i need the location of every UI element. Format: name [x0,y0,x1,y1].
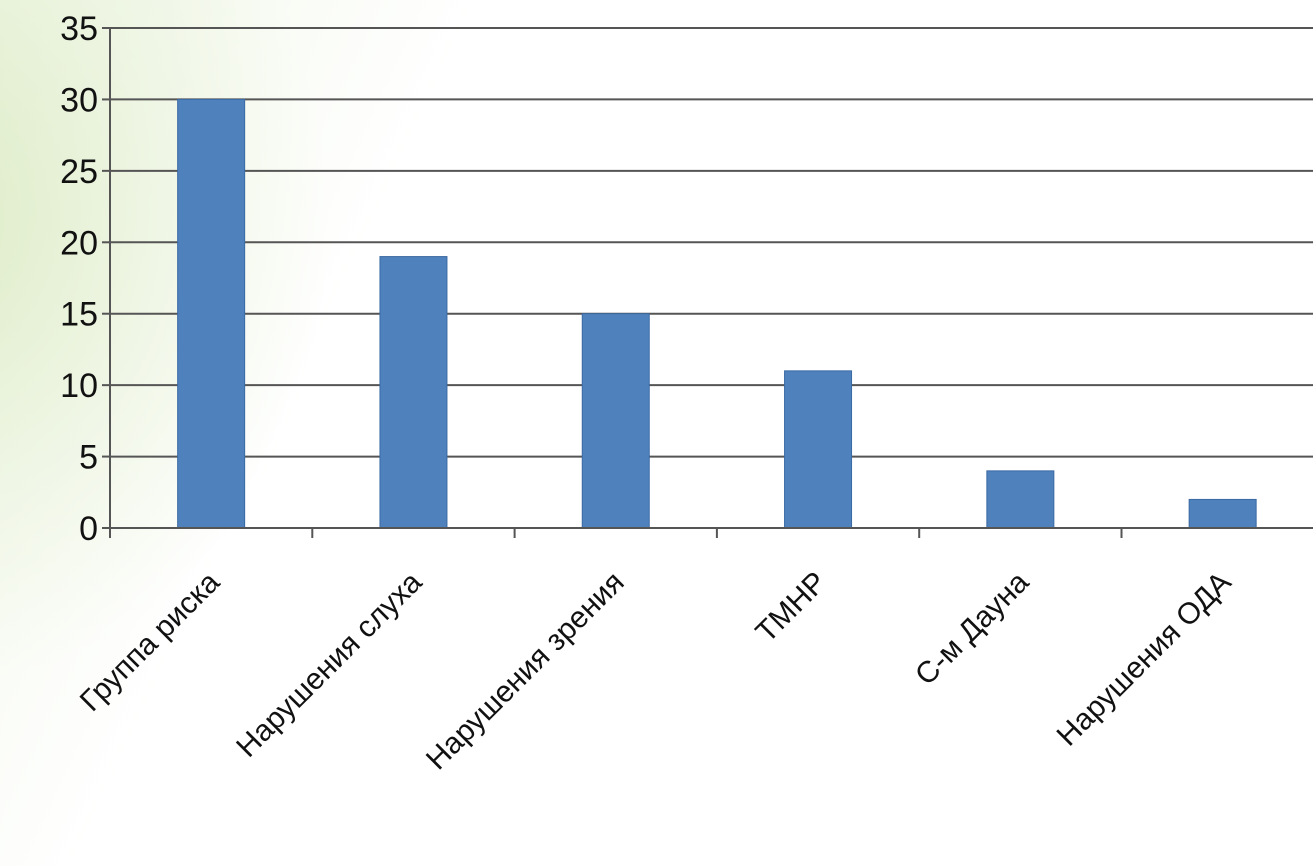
x-category-label: Нарушения зрения [420,566,631,777]
x-category-label: Группа риска [74,565,226,717]
y-tick-label: 25 [60,153,98,191]
y-tick-label: 15 [60,296,98,334]
x-category-label: ТМНР [750,566,833,649]
x-axis-ticks [109,528,1123,538]
bars [177,98,1257,529]
gridlines [110,27,1313,458]
x-category-label: С-м Дауна [909,565,1035,691]
bar [581,313,650,529]
y-tick-label: 35 [60,10,98,48]
bar [784,370,853,529]
y-tick-label: 5 [79,439,98,477]
axes [109,28,1313,529]
bar [379,256,448,529]
y-axis-ticks: 0 5 10 15 20 25 30 35 [60,10,110,548]
bar [1188,498,1257,529]
y-tick-label: 30 [60,81,98,119]
x-category-label: Нарушения слуха [230,565,428,763]
y-tick-label: 0 [79,510,98,548]
bar [177,98,246,529]
bar [986,470,1055,529]
x-category-label: Нарушения ОДА [1051,566,1238,753]
y-tick-label: 20 [60,224,98,262]
y-tick-label: 10 [60,367,98,405]
